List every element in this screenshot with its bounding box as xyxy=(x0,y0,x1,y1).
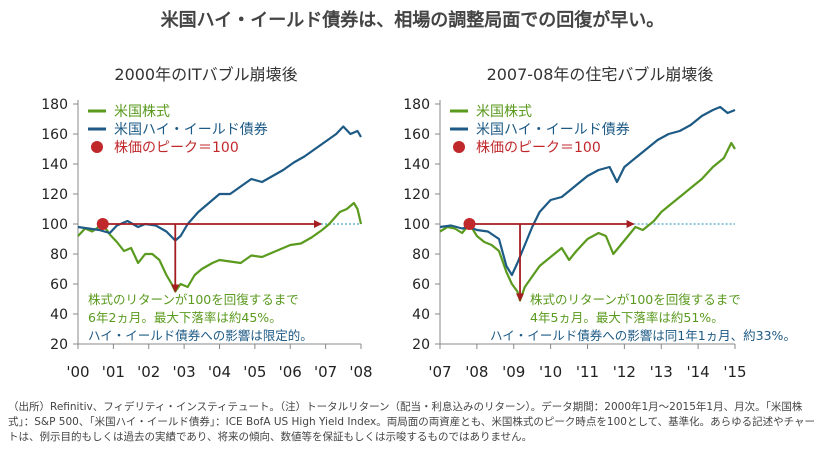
annotation-line: 株式のリターンが100を回復するまで xyxy=(530,292,741,307)
x-tick-label: '09 xyxy=(502,363,525,381)
legend-peak-label: 株価のピーク＝100 xyxy=(114,140,239,156)
hy-bond-line xyxy=(439,105,736,277)
peak-marker xyxy=(96,218,109,230)
chart-1: 2000年のITバブル崩壊後 20 40 60 80 100 120 140 160 180 '00… xyxy=(41,65,372,381)
x-tick-label: '03 xyxy=(173,363,196,381)
annotation-line: ハイ・イールド債券への影響は同1年1ヵ月、約33%。 xyxy=(490,328,796,343)
y-tick-label: 20 xyxy=(412,337,430,353)
x-tick-label: '07 xyxy=(314,363,337,381)
y-tick-label: 140 xyxy=(403,157,430,173)
chart-title: 2000年のITバブル崩壊後 xyxy=(114,65,297,84)
x-tick-label: '01 xyxy=(102,363,125,381)
x-tick-label: '08 xyxy=(349,363,372,381)
x-tick-label: '12 xyxy=(613,363,636,381)
y-tick-label: 180 xyxy=(403,97,430,113)
x-tick-label: '06 xyxy=(279,363,302,381)
annotation-line: ハイ・イールド債券への影響は限定的。 xyxy=(88,328,313,343)
y-tick-label: 160 xyxy=(41,127,68,143)
y-tick-label: 60 xyxy=(50,277,68,293)
figure-title: 米国ハイ・イールド債券は、相場の調整局面での回復が早い。 xyxy=(160,10,665,31)
annotation-line: 株式のリターンが100を回復するまで xyxy=(88,292,299,307)
x-tick-label: '00 xyxy=(66,363,89,381)
x-tick-label: '10 xyxy=(539,363,562,381)
x-tick-label: '14 xyxy=(687,363,710,381)
y-tick-label: 120 xyxy=(403,187,430,203)
y-tick-label: 180 xyxy=(41,97,68,113)
legend-stock-label: 米国株式 xyxy=(114,104,170,120)
legend-hy-label: 米国ハイ・イールド債券 xyxy=(476,122,630,138)
stock-line xyxy=(77,201,363,293)
y-tick-label: 40 xyxy=(50,307,68,323)
legend-hy-label: 米国ハイ・イールド債券 xyxy=(114,122,268,138)
legend-peak-dot xyxy=(91,141,103,153)
y-tick-label: 160 xyxy=(403,127,430,143)
legend-peak-label: 株価のピーク＝100 xyxy=(476,140,601,156)
annotation-line: 6年2ヵ月。最大下落率は約45%。 xyxy=(88,310,282,325)
y-tick-label: 120 xyxy=(41,187,68,203)
x-tick-label: '08 xyxy=(465,363,488,381)
y-tick-label: 60 xyxy=(412,277,430,293)
footnote: （出所）Refinitiv、フィデリティ・インスティテュート。（注）トータルリタ… xyxy=(8,401,816,443)
peak-marker xyxy=(463,218,476,230)
y-tick-label: 80 xyxy=(412,247,430,263)
y-tick-label: 20 xyxy=(50,337,68,353)
y-tick-label: 80 xyxy=(50,247,68,263)
y-tick-label: 140 xyxy=(41,157,68,173)
x-tick-label: '02 xyxy=(137,363,160,381)
y-tick-label: 100 xyxy=(403,217,430,233)
legend-stock-label: 米国株式 xyxy=(476,104,532,120)
legend-peak-dot xyxy=(453,141,465,153)
x-tick-label: '05 xyxy=(243,363,266,381)
chart-2: 2007-08年の住宅バブル崩壊後 20 40 60 80 100 120 140 160 180… xyxy=(403,65,796,381)
y-tick-label: 40 xyxy=(412,307,430,323)
x-tick-label: '07 xyxy=(428,363,451,381)
chart-title: 2007-08年の住宅バブル崩壊後 xyxy=(487,65,714,84)
x-tick-label: '13 xyxy=(650,363,673,381)
annotation-line: 4年5ヵ月。最大下落率は約51%。 xyxy=(530,310,724,325)
x-tick-label: '04 xyxy=(208,363,231,381)
x-tick-label: '11 xyxy=(576,363,599,381)
hy-bond-line xyxy=(77,125,362,242)
charts-canvas: 2000年のITバブル崩壊後 20 40 60 80 100 120 140 160 180 '00… xyxy=(41,65,796,381)
x-tick-label: '15 xyxy=(723,363,746,381)
y-tick-label: 100 xyxy=(41,217,68,233)
stock-line xyxy=(439,141,736,302)
